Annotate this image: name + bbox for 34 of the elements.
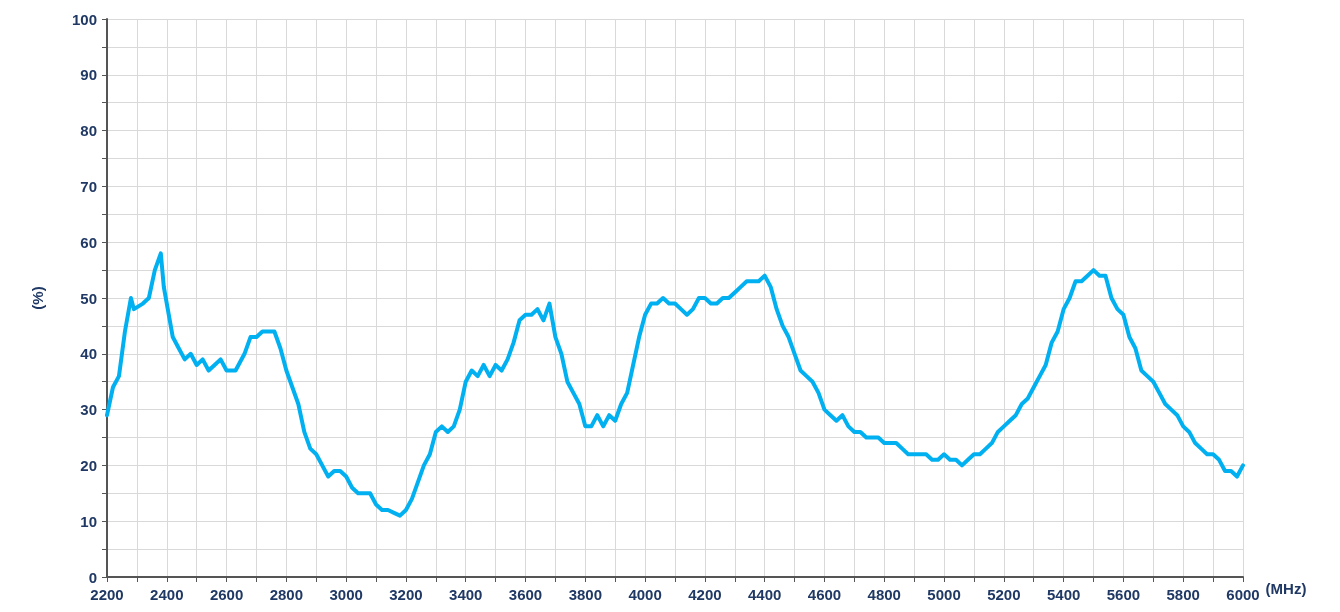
y-tick-label: 30 xyxy=(80,401,97,419)
line-series xyxy=(105,251,1245,518)
x-tick-label: 2600 xyxy=(209,586,244,603)
x-tick-label: 4000 xyxy=(628,586,662,603)
x-tick-label: 3600 xyxy=(508,586,543,603)
x-tick-label: 6000 xyxy=(1226,586,1260,603)
x-tick-label: 2800 xyxy=(269,586,304,603)
x-axis-title: (MHz) xyxy=(1265,580,1307,597)
x-tick-label: 5200 xyxy=(987,586,1021,603)
x-tick-label: 5000 xyxy=(927,586,961,603)
y-axis-title: (%) xyxy=(28,286,46,310)
y-tick-label: 60 xyxy=(80,233,97,251)
x-tick-label: 5400 xyxy=(1046,586,1081,603)
y-tick-label: 20 xyxy=(80,456,97,474)
x-tick-label: 3200 xyxy=(389,586,423,603)
y-tick-label: 70 xyxy=(80,177,97,195)
y-tick-label: 100 xyxy=(71,10,97,28)
x-tick-label: 2200 xyxy=(90,586,124,603)
y-tick-label: 10 xyxy=(80,512,97,530)
x-tick-label: 4600 xyxy=(807,586,842,603)
x-tick-label: 4800 xyxy=(867,586,901,603)
x-tick-label: 4400 xyxy=(748,586,782,603)
x-tick-label: 5600 xyxy=(1106,586,1141,603)
x-tick-label: 3000 xyxy=(329,586,363,603)
y-tick-label: 50 xyxy=(80,289,97,307)
y-tick-label: 90 xyxy=(80,66,97,84)
x-tick-label: 3400 xyxy=(449,586,483,603)
x-tick-label: 5800 xyxy=(1166,586,1200,603)
y-tick-label: 40 xyxy=(80,345,97,363)
x-tick-label: 2400 xyxy=(150,586,184,603)
y-tick-label: 0 xyxy=(88,568,97,586)
x-tick-label: 3800 xyxy=(568,586,602,603)
x-tick-label: 4200 xyxy=(688,586,722,603)
y-tick-label: 80 xyxy=(80,122,97,140)
